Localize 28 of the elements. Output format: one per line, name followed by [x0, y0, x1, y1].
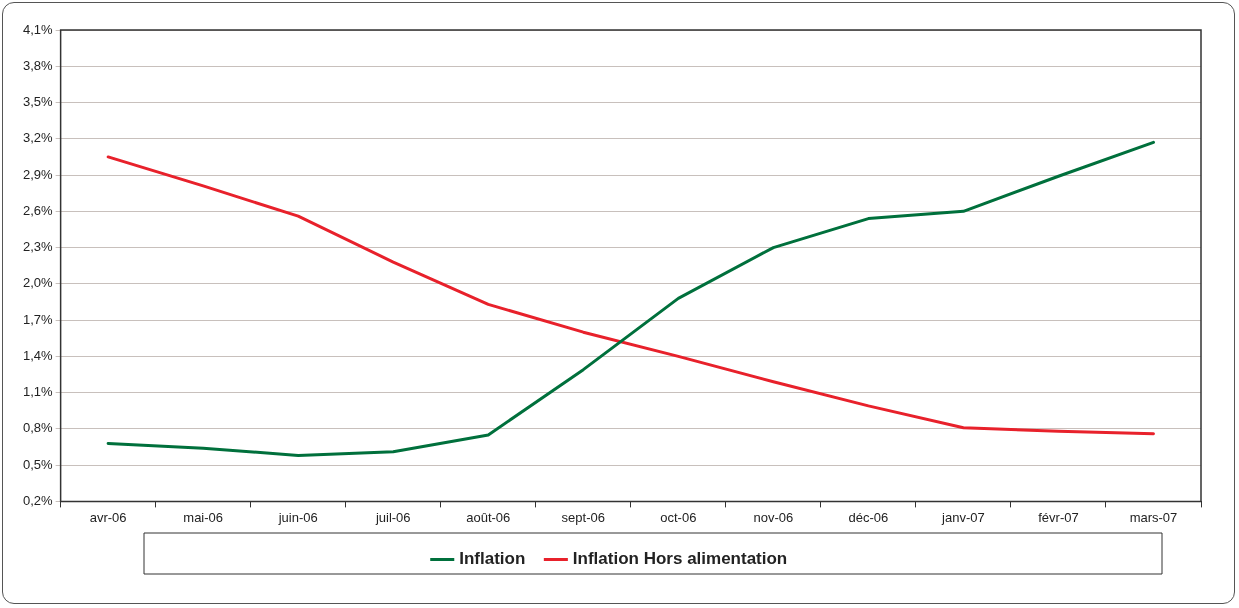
y-tick-label: 3,5% [22, 94, 54, 110]
y-tick-label: 2,0% [22, 275, 54, 291]
y-tick-label: 2,9% [22, 166, 54, 182]
y-tick-label: 2,6% [22, 202, 54, 218]
x-tick-label: avr-06 [89, 509, 127, 525]
y-tick-label: 0,2% [22, 492, 54, 508]
x-tick-label: juil-06 [374, 509, 411, 525]
y-tick-label: 2,3% [22, 239, 54, 255]
x-tick-label: mai-06 [183, 509, 224, 525]
x-tick-label: oct-06 [660, 509, 697, 525]
x-tick-label: juin-06 [277, 509, 318, 525]
legend-label: Inflation [459, 549, 526, 569]
x-tick-label: janv-07 [941, 509, 985, 525]
x-tick-label: nov-06 [753, 509, 794, 525]
y-tick-label: 1,4% [22, 347, 54, 363]
x-tick-label: déc-06 [848, 509, 889, 525]
y-tick-label: 0,5% [22, 456, 54, 472]
y-tick-label: 1,7% [22, 311, 54, 327]
x-tick-label: févr-07 [1038, 509, 1079, 525]
y-tick-label: 0,8% [22, 420, 54, 436]
y-tick-label: 4,1% [22, 21, 54, 37]
x-tick-label: août-06 [466, 509, 511, 525]
x-tick-label: sept-06 [561, 509, 605, 525]
legend-label: Inflation Hors alimentation [572, 549, 788, 569]
y-tick-label: 3,8% [22, 57, 54, 73]
x-tick-label: mars-07 [1129, 509, 1178, 525]
y-tick-label: 1,1% [22, 384, 54, 400]
y-tick-label: 3,2% [22, 130, 54, 146]
